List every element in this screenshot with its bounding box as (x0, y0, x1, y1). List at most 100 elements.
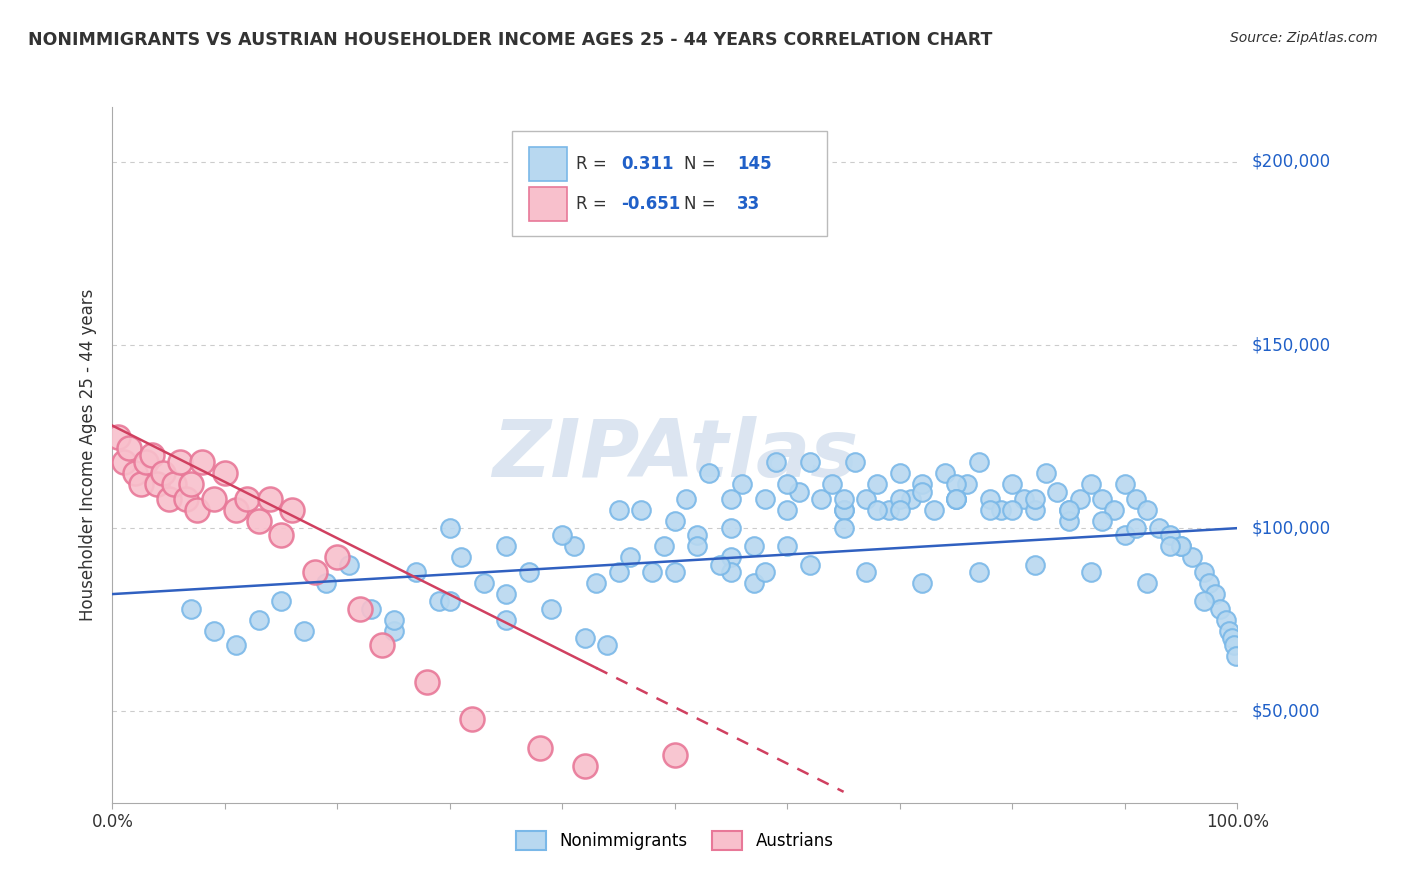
Point (1001, 503, 1024, 517)
Point (315, 576, 337, 591)
Point (1024, 503, 1046, 517)
Point (247, 613, 270, 627)
Text: $150,000: $150,000 (1251, 336, 1330, 354)
Point (1125, 521, 1147, 535)
Point (202, 491, 225, 506)
Point (439, 594, 461, 608)
Point (1046, 484, 1069, 499)
Point (259, 491, 281, 506)
Point (1114, 528, 1136, 542)
Point (990, 503, 1012, 517)
Point (810, 491, 832, 506)
Point (832, 503, 855, 517)
Point (1218, 624, 1240, 638)
Text: N =: N = (683, 155, 716, 173)
Point (304, 565, 326, 579)
Point (686, 540, 709, 554)
Point (1225, 649, 1247, 664)
Point (709, 558, 731, 572)
Point (1223, 638, 1246, 652)
Point (562, 540, 585, 554)
Point (270, 594, 292, 608)
Point (1114, 477, 1136, 491)
Point (118, 441, 141, 455)
Point (832, 491, 855, 506)
Point (720, 491, 742, 506)
FancyBboxPatch shape (529, 187, 567, 221)
Point (416, 675, 439, 690)
Point (1012, 491, 1035, 506)
Text: R =: R = (576, 155, 606, 173)
Point (1170, 540, 1192, 554)
Point (214, 467, 236, 481)
Point (1091, 514, 1114, 528)
Point (1102, 503, 1125, 517)
Point (247, 514, 270, 528)
Point (742, 540, 765, 554)
Point (1080, 565, 1102, 579)
Point (1069, 491, 1091, 506)
Point (202, 624, 225, 638)
Point (225, 503, 247, 517)
Text: R =: R = (576, 195, 606, 213)
Point (776, 503, 799, 517)
Point (889, 467, 911, 481)
FancyBboxPatch shape (529, 147, 567, 181)
Text: $50,000: $50,000 (1251, 702, 1320, 720)
Point (146, 477, 169, 491)
Point (855, 565, 877, 579)
Point (551, 528, 574, 542)
Point (326, 550, 349, 565)
Point (180, 477, 202, 491)
Text: Source: ZipAtlas.com: Source: ZipAtlas.com (1230, 31, 1378, 45)
Point (967, 455, 990, 469)
Point (517, 565, 540, 579)
Point (866, 503, 889, 517)
Point (754, 491, 776, 506)
Point (664, 748, 686, 763)
Point (742, 576, 765, 591)
Point (1181, 550, 1204, 565)
Point (1080, 477, 1102, 491)
Point (163, 477, 186, 491)
Point (124, 467, 146, 481)
Point (922, 503, 945, 517)
Point (371, 638, 394, 652)
Point (956, 477, 979, 491)
Point (889, 503, 911, 517)
Point (664, 565, 686, 579)
Point (776, 477, 799, 491)
Point (844, 455, 866, 469)
Point (529, 740, 551, 755)
Point (799, 558, 821, 572)
Point (1159, 540, 1181, 554)
Text: $100,000: $100,000 (1251, 519, 1330, 537)
Point (686, 528, 709, 542)
Point (619, 550, 641, 565)
Point (472, 576, 495, 591)
Point (607, 565, 630, 579)
Point (1136, 503, 1159, 517)
Point (754, 565, 776, 579)
Point (236, 491, 259, 506)
Point (630, 503, 652, 517)
Point (652, 540, 675, 554)
Point (1057, 514, 1080, 528)
Point (1057, 503, 1080, 517)
Point (1204, 587, 1226, 601)
Point (1024, 558, 1046, 572)
Point (945, 491, 967, 506)
Point (1091, 491, 1114, 506)
Text: -0.651: -0.651 (621, 195, 681, 213)
Point (765, 455, 787, 469)
Point (107, 429, 129, 443)
Point (799, 455, 821, 469)
Point (911, 576, 934, 591)
Point (641, 565, 664, 579)
Point (596, 638, 619, 652)
Point (405, 565, 427, 579)
Point (1192, 565, 1215, 579)
FancyBboxPatch shape (512, 131, 827, 235)
Point (495, 613, 517, 627)
Text: $200,000: $200,000 (1251, 153, 1330, 171)
